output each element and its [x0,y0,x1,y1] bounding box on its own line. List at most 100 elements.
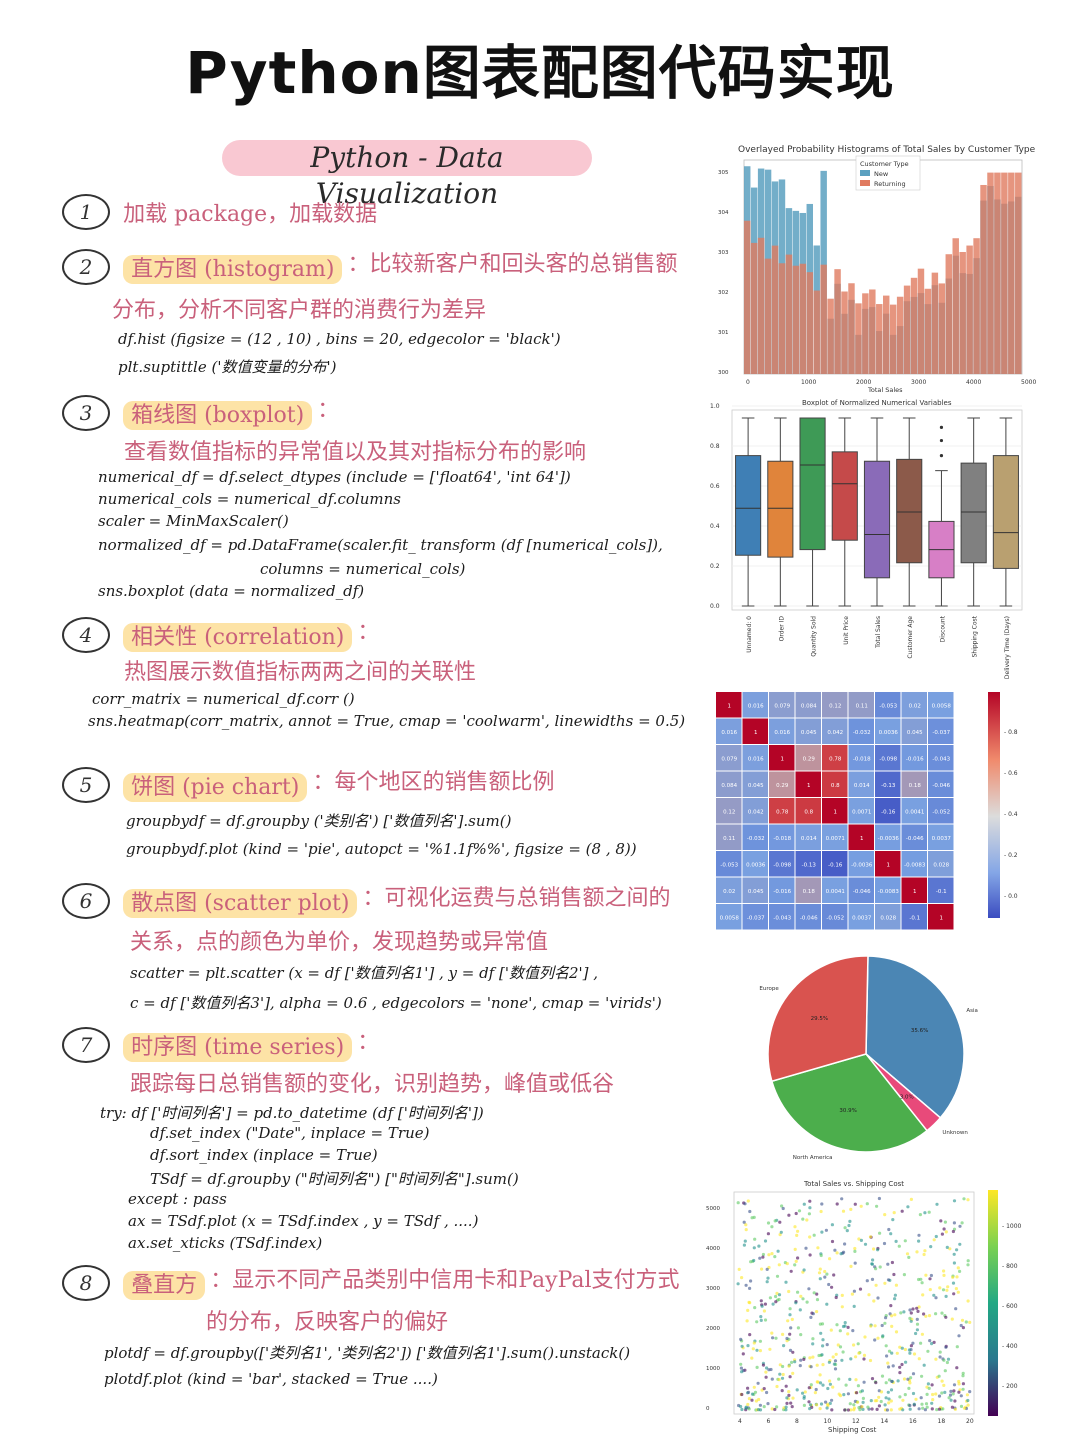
heatmap-cell-label: 0.079 [774,703,790,709]
scatter-point [852,1343,856,1347]
scatter-point [785,1262,789,1266]
scatter-point [785,1336,789,1341]
scatter-point [780,1389,784,1393]
heatmap-cell-label: -0.0083 [904,862,926,868]
scatter-point [952,1199,957,1203]
scatter-point [870,1377,875,1381]
scatter-point [789,1269,793,1273]
scatter-point [796,1256,800,1260]
scatter-point [803,1390,807,1394]
chart-title: Boxplot of Normalized Numerical Variable… [802,399,952,407]
scatter-point [765,1280,769,1284]
scatter-point [771,1302,775,1306]
x-tick-label: Delivery Time (Days) [1004,616,1011,679]
heatmap-cell-label: 1 [887,862,891,868]
scatter-point [768,1296,772,1300]
scatter-point [753,1306,757,1310]
scatter-point [740,1407,744,1412]
scatter-point [861,1400,865,1404]
scatter-point [823,1269,827,1274]
scatter-point [965,1393,969,1397]
hist-bar-returning [862,293,869,374]
boxplot-svg: Boxplot of Normalized Numerical Variable… [710,399,1023,679]
hist-bar-returning [917,268,925,374]
scatter-point [829,1328,833,1332]
scatter-point [961,1371,965,1375]
scatter-point [852,1304,856,1308]
scatter-point [898,1407,902,1411]
scatter-point [966,1263,970,1267]
scatter-point [833,1359,838,1363]
scatter-point [759,1299,763,1303]
hist-bar-returning [764,258,772,374]
scatter-point [950,1317,954,1321]
scatter-point [854,1378,858,1382]
scatter-point [868,1358,873,1363]
colorbar-tick-label: - 200 [1002,1383,1018,1390]
scatter-point [786,1319,790,1323]
pie-pct-label: 3.0% [900,1094,914,1100]
colorbar-tick-label: - 0.0 [1004,893,1018,900]
scatter-point [832,1362,836,1366]
scatter-point [961,1374,965,1378]
scatter-point [859,1238,863,1242]
scatter-point [799,1358,803,1362]
box-body [960,462,987,564]
scatter-point [880,1374,885,1378]
heatmap-cell-label: 0.8 [804,809,813,815]
heatmap-cell [769,824,795,850]
scatter-point [743,1202,747,1206]
hist-bar-returning [1008,172,1015,374]
scatter-point [762,1387,766,1391]
code-line: plotdf.plot (kind = 'bar', stacked = Tru… [104,1370,438,1388]
colorbar [988,692,1000,918]
heatmap-cell [848,851,874,877]
heatmap-chart: 1 0.016 0.079 0.084 0.12 0.11 -0.053 0.02 0.0058… [714,688,1024,934]
scatter-point [825,1272,829,1276]
scatter-point [739,1362,743,1366]
scatter-point [794,1301,798,1305]
scatter-point [856,1384,860,1388]
scatter-point [825,1302,829,1306]
scatter-point [943,1390,947,1394]
scatter-point [875,1407,879,1411]
page-subtitle: Python - Data Visualization [222,140,592,210]
heatmap-cell [716,824,742,850]
heatmap-cell-label: 1 [728,703,732,709]
scatter-point [857,1406,861,1410]
box-body [863,460,891,579]
scatter-point [887,1397,891,1401]
scatter-point [746,1344,750,1348]
scatter-point [770,1377,774,1381]
scatter-point [798,1308,802,1312]
section-description-cont: 分布，分析不同客户群的消费行为差异 [112,298,487,323]
scatter-point [771,1336,775,1340]
heatmap-cell-label: -0.046 [800,915,818,921]
code-line: df.set_index ("Date", inplace = True) [150,1124,430,1142]
scatter-point [881,1334,885,1338]
scatter-point [787,1213,791,1217]
scatter-point [923,1408,927,1412]
scatter-point [779,1230,783,1234]
heatmap-cell [822,877,848,903]
scatter-point [753,1237,757,1241]
scatter-point [848,1377,852,1381]
heatmap-cell [875,904,901,930]
scatter-point [876,1296,880,1300]
scatter-point [820,1202,824,1206]
scatter-point [753,1390,758,1394]
y-tick-label: 305 [718,170,729,176]
section-heading: 散点图 (scatter plot) [123,888,358,918]
scatter-point [955,1275,959,1279]
scatter-point [952,1292,956,1296]
x-tick-label: 12 [852,1418,860,1425]
scatter-point [750,1398,754,1402]
scatter-point [784,1280,788,1284]
scatter-point [883,1281,887,1285]
colorbar-tick-label: - 0.6 [1004,770,1018,777]
section-heading: 叠直方 [123,1270,206,1300]
pie-pct-label: 29.5% [811,1016,828,1022]
scatter-point [828,1401,832,1405]
section-number: 7 [62,1026,110,1063]
scatter-point [821,1363,825,1367]
